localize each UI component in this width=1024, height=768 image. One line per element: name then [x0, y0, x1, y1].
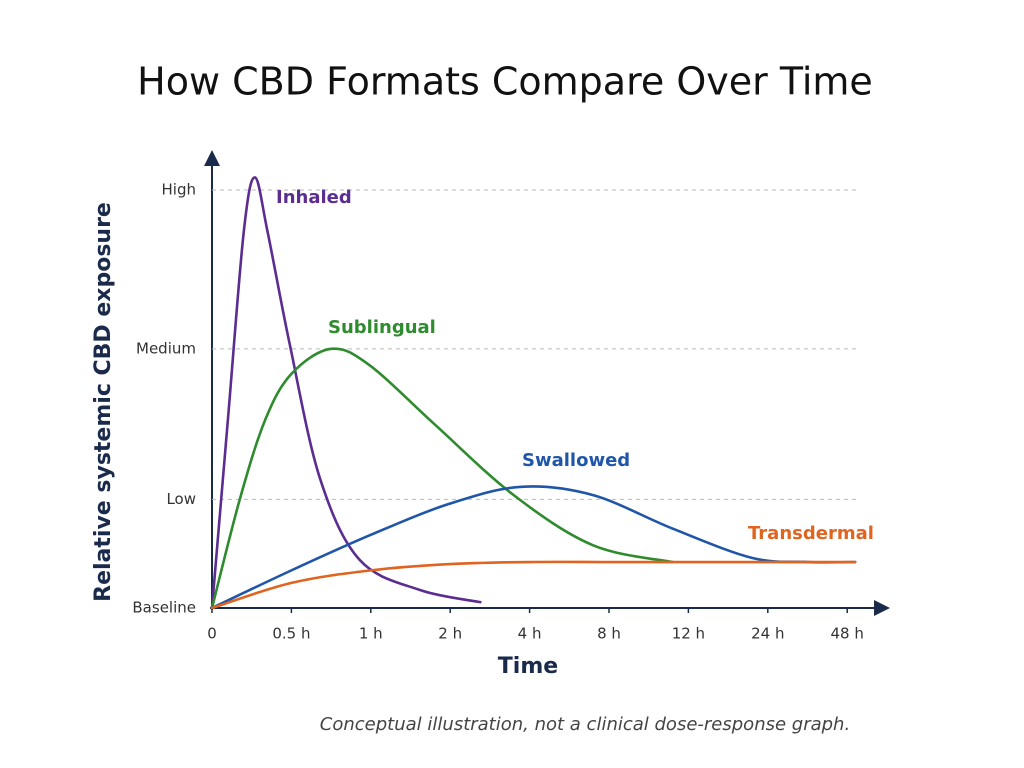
y-tick-label: High [162, 181, 196, 199]
y-axis-label: Relative systemic CBD exposure [91, 202, 116, 602]
x-tick-label: 0.5 h [272, 625, 310, 643]
chart-title: How CBD Formats Compare Over Time [137, 60, 873, 104]
footnote: Conceptual illustration, not a clinical … [320, 714, 850, 735]
series-label: Inhaled [276, 187, 352, 208]
x-tick-label: 12 h [672, 625, 705, 643]
x-tick-label: 2 h [438, 625, 462, 643]
series-line [210, 485, 857, 610]
series-label: Swallowed [522, 450, 630, 471]
x-tick-label: 1 h [359, 625, 383, 643]
series-label: Transdermal [748, 523, 874, 544]
series-label: Sublingual [328, 317, 436, 338]
x-tick-label: 24 h [751, 625, 784, 643]
y-tick-label: Baseline [132, 599, 196, 617]
x-tick-label: 48 h [831, 625, 864, 643]
x-axis-label: Time [498, 654, 558, 679]
x-tick-label: 0 [207, 625, 217, 643]
series-line [210, 560, 857, 610]
series-line [210, 176, 482, 610]
x-tick-label: 4 h [518, 625, 542, 643]
y-tick-label: Low [166, 490, 196, 508]
y-tick-label: Medium [136, 339, 196, 357]
series-line [210, 347, 674, 610]
x-tick-label: 8 h [597, 625, 621, 643]
